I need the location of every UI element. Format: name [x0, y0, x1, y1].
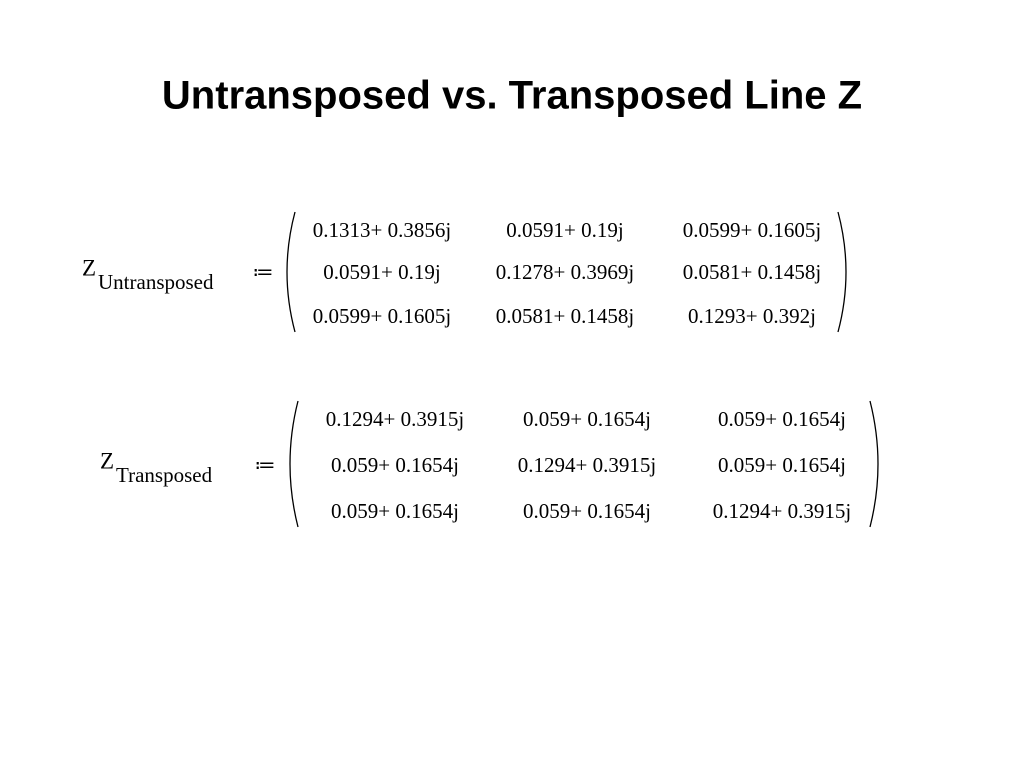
slide-title: Untransposed vs. Transposed Line Z: [162, 74, 862, 118]
matrix-entry: 0.0581+ 0.1458j: [496, 304, 634, 328]
left-paren: [286, 211, 296, 333]
matrix-entry: 0.0599+ 0.1605j: [683, 218, 821, 242]
matrix-entry: 0.059+ 0.1654j: [331, 453, 459, 477]
assign-operator: ≔: [255, 453, 276, 477]
matrix-entry: 0.1294+ 0.3915j: [713, 499, 851, 523]
matrix-entry: 0.0591+ 0.19j: [506, 218, 623, 242]
matrix-entry: 0.0591+ 0.19j: [323, 260, 440, 284]
matrix-subscript: Transposed: [116, 463, 213, 487]
matrix-entry: 0.1313+ 0.3856j: [313, 218, 451, 242]
matrix-subscript: Untransposed: [98, 270, 214, 294]
matrix-entry: 0.0581+ 0.1458j: [683, 260, 821, 284]
matrix-symbol: Z: [100, 448, 114, 473]
assign-operator: ≔: [253, 260, 274, 284]
matrix-entry: 0.059+ 0.1654j: [718, 407, 846, 431]
matrix-symbol: Z: [82, 255, 96, 280]
right-paren: [837, 211, 847, 333]
left-paren: [289, 400, 299, 528]
matrix-entry: 0.1294+ 0.3915j: [518, 453, 656, 477]
matrix-entry: 0.1293+ 0.392j: [688, 304, 816, 328]
right-paren: [869, 400, 879, 528]
matrix-entry: 0.059+ 0.1654j: [523, 499, 651, 523]
matrix-entry: 0.1294+ 0.3915j: [326, 407, 464, 431]
matrix-entry: 0.059+ 0.1654j: [331, 499, 459, 523]
matrix-entry: 0.1278+ 0.3969j: [496, 260, 634, 284]
matrix-entry: 0.059+ 0.1654j: [718, 453, 846, 477]
matrix-entry: 0.059+ 0.1654j: [523, 407, 651, 431]
matrix-entry: 0.0599+ 0.1605j: [313, 304, 451, 328]
